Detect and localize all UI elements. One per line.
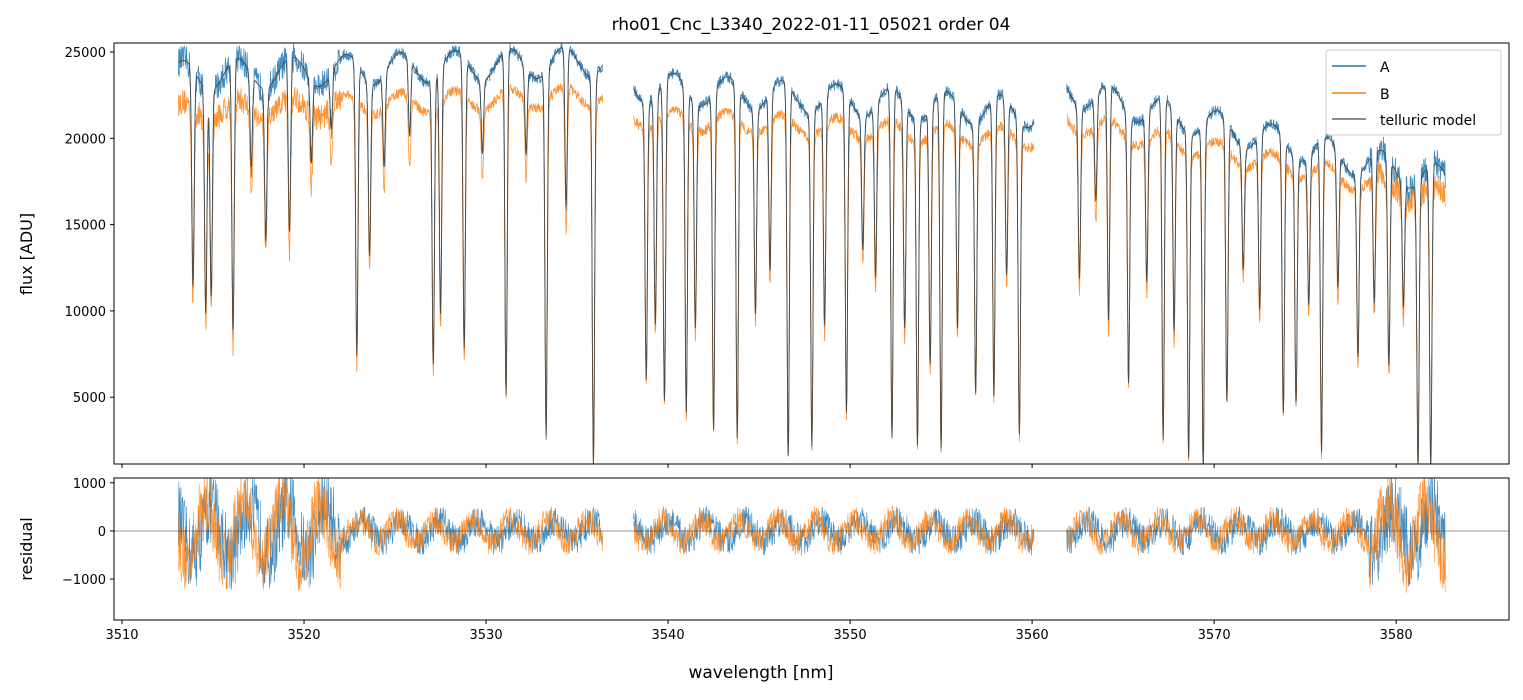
- y-tick-label: 15000: [65, 219, 106, 234]
- x-tick-label: 3550: [834, 628, 867, 643]
- x-tick-label: 3560: [1016, 628, 1049, 643]
- residual-a-line: [1066, 478, 1446, 587]
- x-tick-label: 3540: [652, 628, 685, 643]
- y-tick-label: 10000: [65, 305, 106, 320]
- x-tick-label: 3510: [105, 628, 138, 643]
- series-b-line: [1066, 113, 1446, 464]
- legend-label-b: B: [1380, 87, 1390, 103]
- telluric-model-line: [1066, 85, 1446, 464]
- legend-label-a: A: [1380, 60, 1390, 76]
- x-axis-label: wavelength [nm]: [688, 663, 833, 683]
- spectrum-axes-frame: [113, 42, 1510, 465]
- x-tick-label: 3530: [470, 628, 503, 643]
- y-tick-label: 5000: [73, 391, 106, 406]
- y-tick-label: 0: [98, 525, 106, 540]
- residual-axes-frame: [113, 477, 1510, 621]
- series-a-line: [633, 68, 1035, 454]
- telluric-model-line: [633, 73, 1035, 457]
- series-b-line: [178, 82, 603, 464]
- y-tick-label: 20000: [65, 132, 106, 147]
- legend-label-telluric: telluric model: [1380, 113, 1476, 129]
- y-tick-label: −1000: [62, 573, 106, 588]
- residual-plot-area: [178, 478, 1446, 593]
- residual-b-line: [178, 478, 603, 592]
- series-b-line: [633, 106, 1035, 455]
- x-tick-label: 3580: [1380, 628, 1413, 643]
- x-tick-label: 3520: [287, 628, 320, 643]
- y-tick-label: 25000: [65, 46, 106, 61]
- y-axis-label-residual: residual: [17, 517, 36, 580]
- chart-title: rho01_Cnc_L3340_2022-01-11_05021 order 0…: [612, 15, 1011, 35]
- spectrum-plot-area: [178, 43, 1446, 464]
- residual-b-line: [1066, 478, 1446, 593]
- residual-a-line: [178, 478, 603, 590]
- legend: A B telluric model: [1325, 49, 1502, 136]
- telluric-model-line: [178, 46, 603, 464]
- y-axis-label-flux: flux [ADU]: [17, 213, 36, 295]
- y-tick-label: 1000: [73, 477, 106, 492]
- x-tick-label: 3570: [1198, 628, 1231, 643]
